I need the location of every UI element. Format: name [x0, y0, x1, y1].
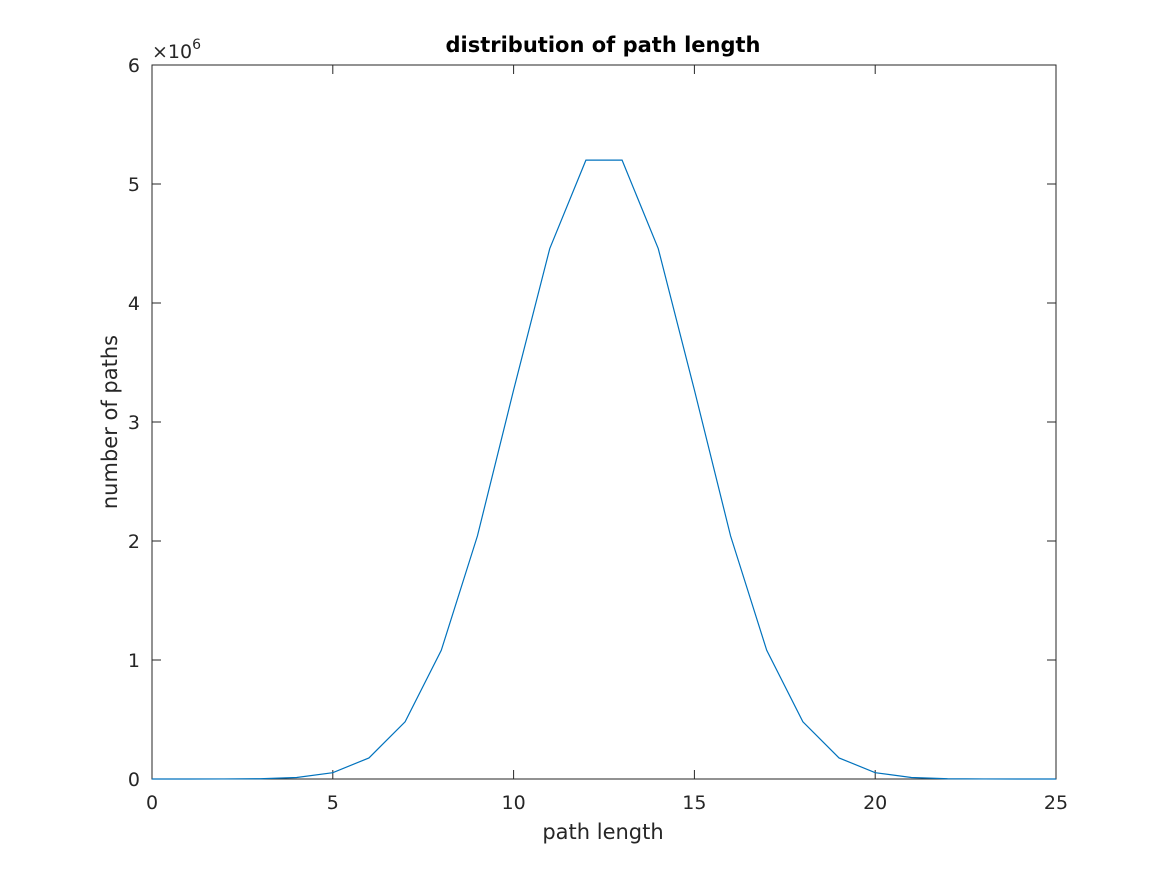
y-multiplier-base: ×10 — [152, 41, 192, 63]
x-axis-label: path length — [542, 820, 663, 844]
y-tick-labels: 0 1 2 3 4 5 6 — [128, 55, 140, 791]
y-tick-label: 0 — [128, 769, 140, 791]
y-tick-label: 1 — [128, 650, 140, 672]
x-tick-label: 25 — [1044, 792, 1068, 814]
x-tick-label: 20 — [863, 792, 887, 814]
plot-area — [151, 64, 1057, 780]
x-tick-labels: 0 5 10 15 20 25 — [146, 792, 1068, 814]
x-tick-label: 10 — [502, 792, 526, 814]
y-axis-label: number of paths — [98, 335, 122, 509]
y-tick-label: 3 — [128, 412, 140, 434]
data-points — [151, 160, 1057, 780]
y-tick-label: 2 — [128, 531, 140, 553]
y-tick-label: 6 — [128, 55, 140, 77]
y-tick-label: 4 — [128, 293, 140, 315]
y-axis-multiplier: ×106 — [152, 37, 201, 63]
y-multiplier-exponent: 6 — [192, 37, 201, 53]
series-line — [152, 159, 1056, 780]
x-tick-label: 15 — [682, 792, 706, 814]
x-tick-label: 5 — [327, 792, 339, 814]
chart-title: distribution of path length — [445, 33, 760, 57]
x-tick-label: 0 — [146, 792, 158, 814]
y-tick-label: 5 — [128, 174, 140, 196]
